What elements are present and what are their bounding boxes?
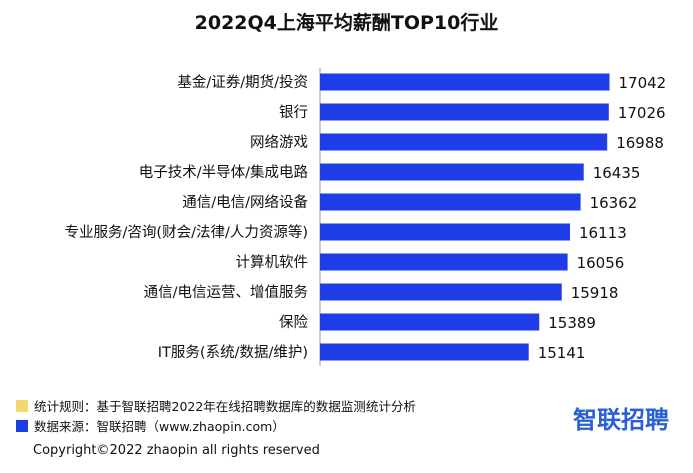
rule-note: 统计规则：基于智联招聘2022年在线招聘数据库的数据监测统计分析 [16, 396, 416, 415]
bar [320, 193, 581, 211]
bar-value-label: 15141 [538, 344, 586, 362]
bar [320, 283, 562, 301]
bar [320, 163, 584, 181]
category-label: 网络游戏 [250, 134, 308, 151]
source-note-text: 数据来源：智联招聘（www.zhaopin.com） [34, 419, 285, 434]
bar-value-label: 17042 [619, 74, 667, 92]
zhaopin-logo: 智联招聘 [573, 406, 669, 434]
bar [320, 253, 568, 271]
category-label: 专业服务/咨询(财会/法律/人力资源等) [65, 223, 308, 241]
category-label: 通信/电信运营、增值服务 [144, 284, 308, 301]
bar-value-label: 16056 [577, 254, 625, 272]
bar [320, 313, 540, 331]
rule-note-text: 统计规则：基于智联招聘2022年在线招聘数据库的数据监测统计分析 [34, 399, 416, 414]
category-label: 通信/电信/网络设备 [182, 194, 308, 211]
bar [320, 103, 609, 121]
bar-value-label: 16988 [616, 134, 664, 152]
bar-value-label: 16113 [579, 224, 627, 242]
rule-legend-swatch [16, 399, 28, 412]
bar-value-label: 17026 [618, 104, 666, 122]
copyright-text: Copyright©2022 zhaopin all rights reserv… [33, 443, 320, 458]
bar-value-label: 16362 [590, 194, 638, 212]
category-label: 计算机软件 [236, 254, 309, 271]
bar-value-label: 15389 [548, 314, 596, 332]
category-label: 保险 [279, 314, 308, 331]
source-legend-swatch [16, 419, 28, 432]
category-label: 银行 [279, 104, 308, 121]
category-label: IT服务(系统/数据/维护) [158, 344, 308, 361]
bar [320, 73, 610, 91]
bar [320, 133, 608, 151]
chart-title: 2022Q4上海平均薪酬TOP10行业 [194, 12, 499, 34]
category-label: 电子技术/半导体/集成电路 [139, 164, 309, 181]
source-note: 数据来源：智联招聘（www.zhaopin.com） [16, 416, 285, 435]
category-label: 基金/证券/期货/投资 [177, 74, 308, 91]
bar-chart: 基金/证券/期货/投资 17042 银行 17026 网络游戏 16988 电子技术/半导体… [65, 68, 667, 366]
bar-value-label: 16435 [593, 164, 641, 182]
bar [320, 223, 571, 241]
bar [320, 343, 529, 361]
bar-value-label: 15918 [571, 284, 619, 302]
